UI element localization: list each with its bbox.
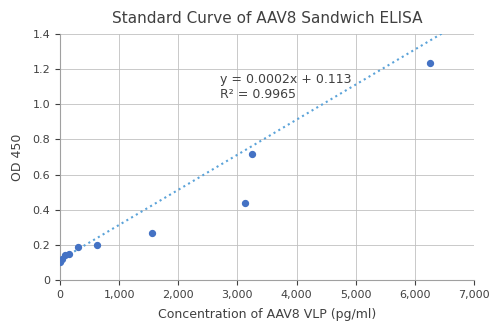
Title: Standard Curve of AAV8 Sandwich ELISA: Standard Curve of AAV8 Sandwich ELISA [112, 11, 422, 26]
Point [58, 256, 66, 261]
Y-axis label: OD 450: OD 450 [11, 133, 24, 181]
Point [61, 253, 69, 258]
Point [248, 152, 256, 157]
Point [75, 244, 83, 249]
Text: y = 0.0002x + 0.113
R² = 0.9965: y = 0.0002x + 0.113 R² = 0.9965 [219, 73, 351, 101]
Point [65, 251, 73, 256]
Point [148, 231, 156, 236]
Point [56, 260, 64, 265]
X-axis label: Concentration of AAV8 VLP (pg/ml): Concentration of AAV8 VLP (pg/ml) [158, 308, 376, 321]
Point [241, 200, 249, 205]
Point [93, 242, 101, 247]
Point [426, 60, 434, 66]
